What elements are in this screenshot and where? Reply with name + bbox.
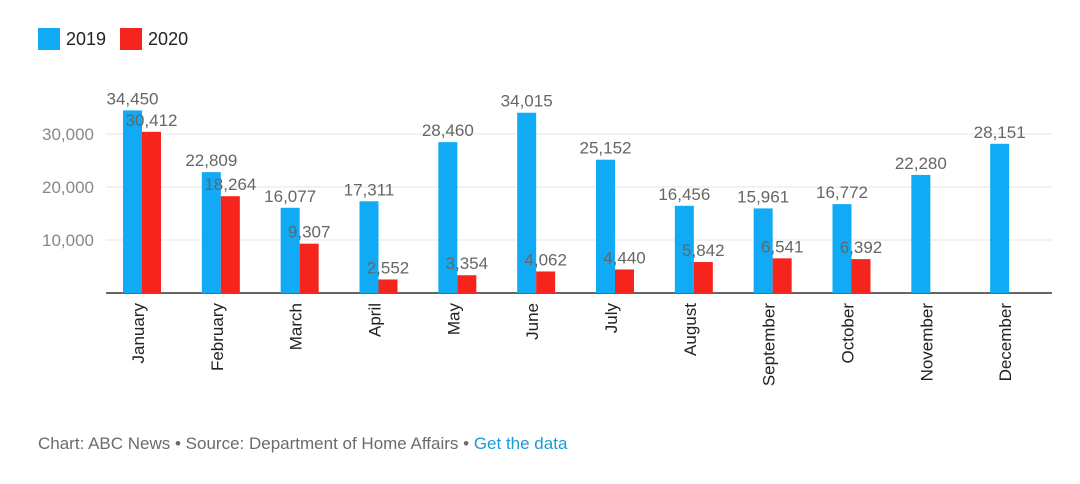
legend-label-2020: 2020 [148, 28, 189, 49]
y-tick-label: 20,000 [42, 178, 94, 197]
data-label-2020: 18,264 [204, 175, 256, 194]
y-tick-label: 10,000 [42, 231, 94, 250]
bar-2020 [457, 275, 477, 293]
bar-2020 [378, 279, 398, 293]
x-tick-label: January [129, 303, 148, 364]
bar-2020 [693, 262, 713, 293]
x-tick-label: May [444, 303, 463, 336]
bar-2019 [438, 142, 458, 293]
bar-2019 [911, 174, 931, 293]
x-tick-label: August [681, 303, 700, 356]
data-label-2020: 3,354 [446, 254, 489, 273]
bar-2019 [990, 143, 1010, 293]
bar-2019 [832, 204, 852, 293]
data-label-2020: 4,440 [603, 248, 646, 267]
x-tick-label: June [523, 303, 542, 340]
data-label-2020: 2,552 [367, 258, 410, 277]
bar-2020 [851, 259, 871, 293]
bar-2019 [674, 205, 694, 293]
chart-footer: Chart: ABC News • Source: Department of … [38, 434, 567, 454]
legend-item-2019[interactable]: 2019 [38, 28, 106, 50]
bar-2019 [280, 207, 300, 293]
legend-swatch-2020 [120, 28, 143, 50]
x-tick-label: December [996, 303, 1015, 382]
x-tick-label: February [208, 303, 227, 372]
bar-2019 [753, 208, 773, 293]
footer-credit: Chart: ABC News • Source: Department of … [38, 434, 474, 453]
legend-label-2019: 2019 [66, 28, 107, 49]
data-label-2020: 4,062 [524, 250, 567, 269]
data-label-2019: 16,772 [816, 183, 868, 202]
data-label-2020: 6,541 [761, 237, 804, 256]
data-label-2020: 9,307 [288, 223, 331, 242]
data-label-2019: 28,460 [422, 121, 474, 140]
data-label-2019: 28,151 [974, 123, 1026, 142]
data-label-2019: 17,311 [344, 180, 395, 199]
bar-2020 [142, 131, 161, 293]
get-the-data-link[interactable]: Get the data [473, 434, 568, 453]
bar-2019 [201, 172, 221, 293]
bar-2020 [299, 243, 319, 293]
data-label-2019: 22,809 [185, 151, 237, 170]
data-label-2019: 34,450 [107, 89, 159, 108]
bar-2020 [615, 269, 634, 293]
bar-2020 [536, 271, 556, 293]
data-label-2019: 22,280 [895, 154, 947, 173]
data-label-2019: 16,456 [658, 185, 710, 204]
bar-2019 [517, 112, 537, 294]
legend: 2019 2020 [38, 28, 202, 50]
bar-2019 [596, 159, 615, 293]
data-label-2019: 16,077 [264, 187, 316, 206]
x-tick-label: July [602, 303, 621, 334]
x-tick-label: October [839, 303, 858, 364]
bar-2019 [123, 110, 142, 293]
y-tick-label: 30,000 [42, 125, 94, 144]
x-tick-label: April [366, 303, 385, 337]
data-label-2019: 15,961 [737, 187, 789, 206]
bar-chart: 10,000 20,000 30,000 34,450 30,412 January 22,… [42, 89, 1052, 386]
legend-swatch-2019 [38, 28, 60, 50]
data-label-2020: 6,392 [840, 238, 883, 257]
bar-2019 [359, 201, 379, 293]
x-tick-label: November [917, 303, 936, 382]
bar-2020 [220, 196, 240, 293]
x-tick-label: March [287, 303, 306, 350]
bar-2020 [772, 258, 792, 293]
legend-item-2020[interactable]: 2020 [120, 28, 188, 50]
x-tick-label: September [760, 303, 779, 386]
data-label-2020: 30,412 [126, 111, 178, 130]
data-label-2019: 25,152 [580, 139, 632, 158]
data-label-2020: 5,842 [682, 241, 725, 260]
data-label-2019: 34,015 [501, 92, 553, 111]
